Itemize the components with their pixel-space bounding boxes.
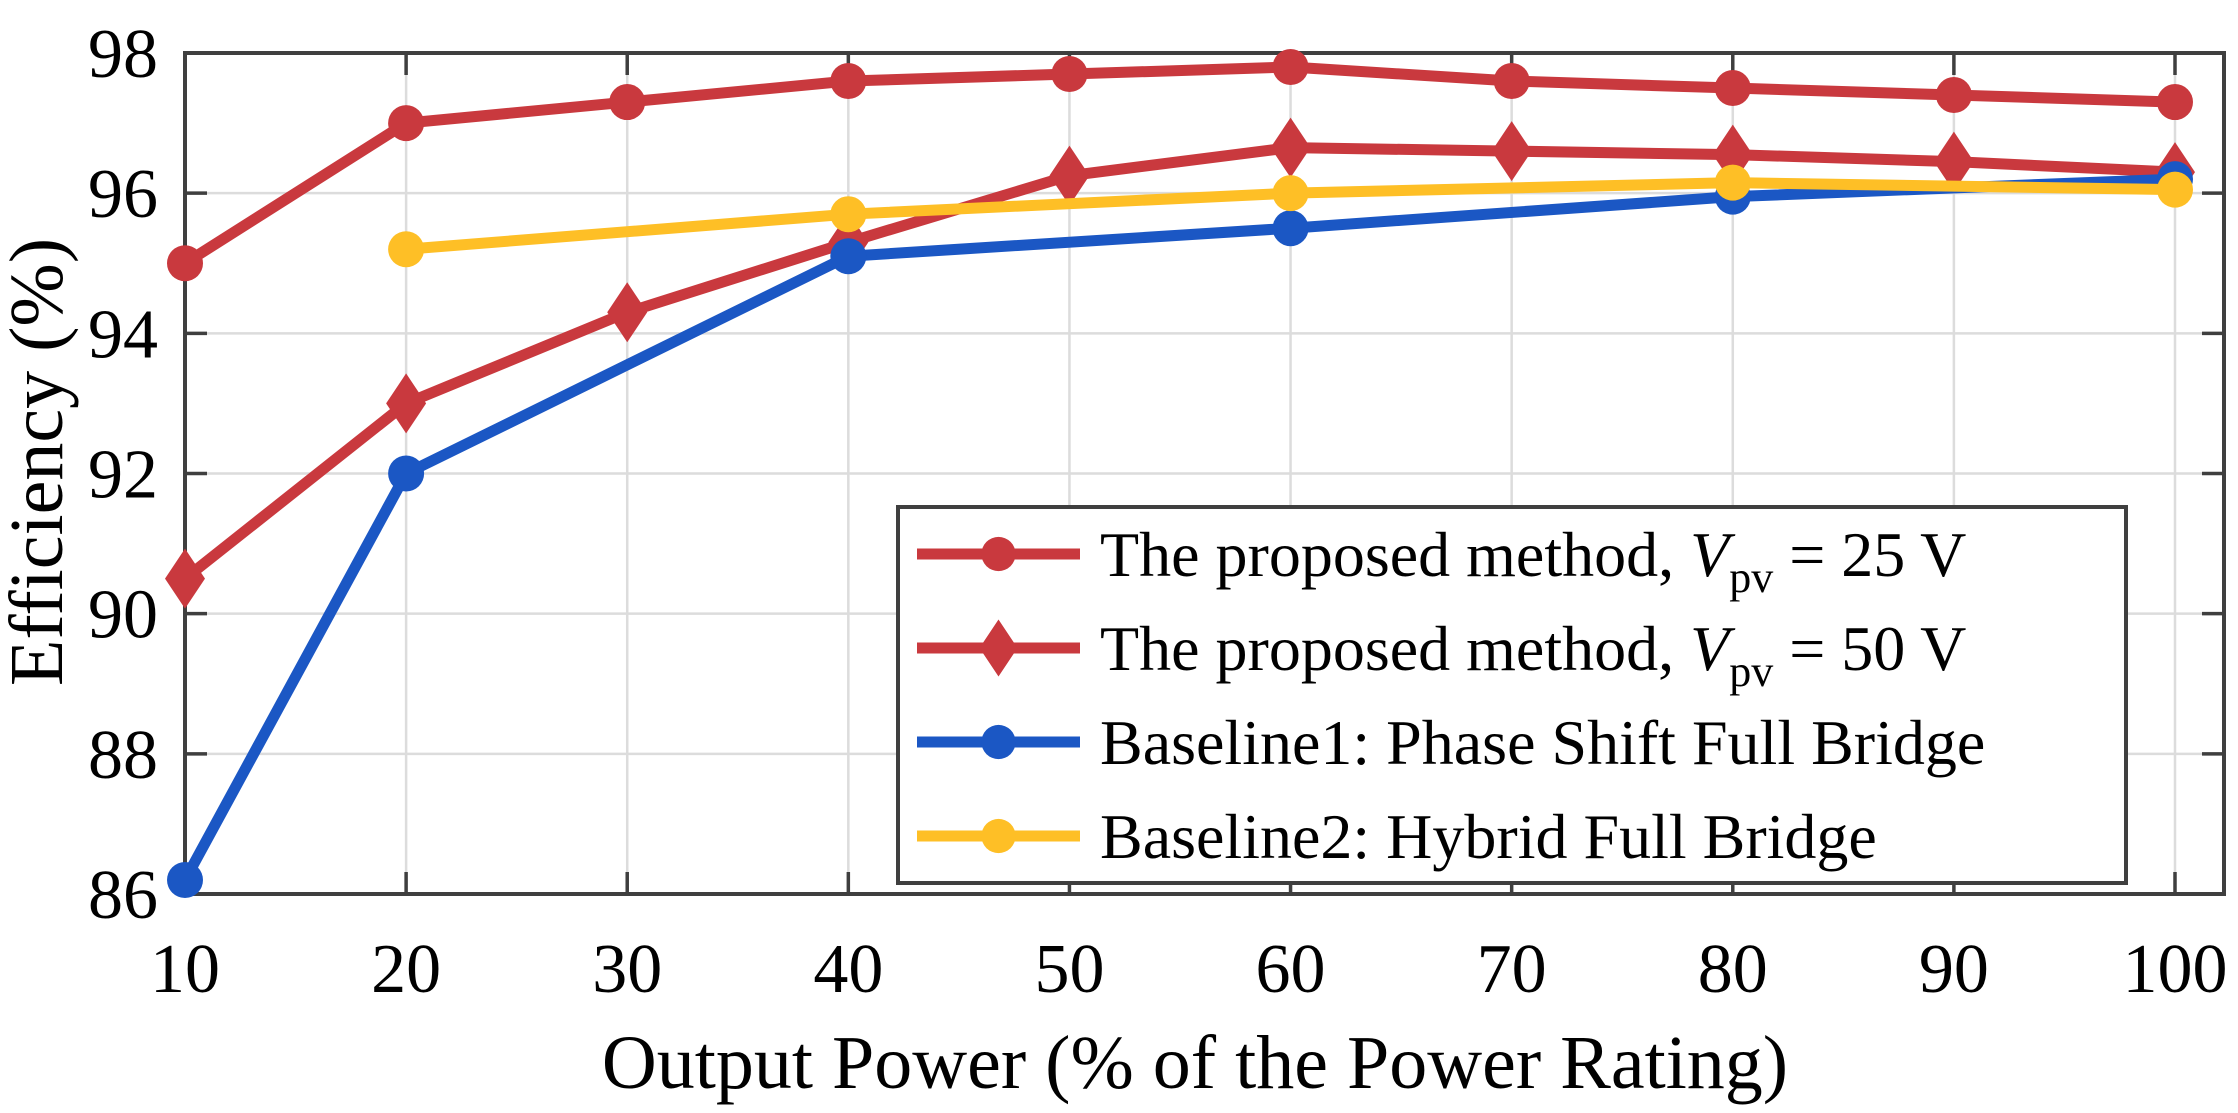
tick-label-layer: 10 20 30 40 50 60 70 80 90 100 86 88 90 92 94 96 98 — [88, 16, 2228, 1008]
circle-marker — [1935, 77, 1972, 114]
y-tick-label: 86 — [88, 857, 158, 934]
legend-label: Baseline1: Phase Shift Full Bridge — [1100, 707, 1985, 778]
series-layer — [165, 49, 2195, 898]
circle-marker — [981, 818, 1016, 854]
circle-marker — [981, 724, 1016, 760]
series-baseline2-hybrid-full-bridge — [388, 164, 2193, 268]
x-tick-label: 30 — [592, 931, 662, 1008]
x-tick-label: 100 — [2123, 931, 2228, 1008]
circle-marker — [1714, 164, 1751, 201]
series-line — [179, 61, 2181, 269]
diamond-marker — [607, 282, 648, 343]
circle-marker — [167, 245, 203, 282]
y-axis-label: Efficiency (%) — [0, 238, 79, 686]
circle-marker — [1272, 210, 1309, 247]
legend-label: The proposed method, Vpv = 25 V — [1100, 519, 1966, 602]
diamond-marker — [165, 548, 205, 609]
x-tick-label: 20 — [371, 931, 441, 1008]
diamond-marker — [979, 619, 1018, 677]
legend-row-baseline2-hybrid-full-bridge: Baseline2: Hybrid Full Bridge — [917, 801, 1877, 872]
legend-box — [896, 505, 2128, 885]
x-tick-label: 50 — [1034, 931, 1104, 1008]
diamond-marker — [386, 373, 427, 434]
series-line — [179, 142, 2181, 585]
diamond-marker — [1933, 131, 1974, 192]
x-axis-label: Output Power (% of the Power Rating) — [602, 1021, 1788, 1105]
circle-marker — [830, 196, 867, 233]
y-tick-label: 92 — [88, 437, 158, 514]
y-tick-label: 90 — [88, 577, 158, 654]
diamond-marker — [1491, 121, 1532, 182]
series-proposed-method-25v — [167, 49, 2193, 282]
legend-label: The proposed method, Vpv = 50 V — [1100, 613, 1966, 696]
x-tick-label: 40 — [813, 931, 883, 1008]
circle-marker — [1493, 63, 1530, 100]
x-tick-label: 70 — [1477, 931, 1547, 1008]
series-line — [179, 173, 2181, 886]
circle-marker — [1272, 49, 1309, 86]
legend-row-proposed-method-50v: The proposed method, Vpv = 50 V — [917, 613, 1966, 696]
circle-marker — [388, 231, 425, 268]
x-tick-label: 60 — [1256, 931, 1326, 1008]
circle-marker — [1272, 175, 1309, 212]
legend-label: Baseline2: Hybrid Full Bridge — [1100, 801, 1877, 872]
legend: The proposed method, Vpv = 25 V The propo… — [896, 505, 2128, 885]
legend-row-proposed-method-25v: The proposed method, Vpv = 25 V — [917, 519, 1966, 602]
circle-marker — [830, 63, 867, 100]
y-tick-label: 94 — [88, 296, 158, 373]
circle-marker — [1714, 70, 1751, 107]
circle-marker — [981, 536, 1016, 572]
x-tick-label: 90 — [1919, 931, 1989, 1008]
legend-row-baseline1-phase-shift-full-bridge: Baseline1: Phase Shift Full Bridge — [917, 707, 1985, 778]
diamond-marker — [1049, 145, 1090, 206]
circle-marker — [830, 238, 867, 275]
y-tick-label: 98 — [88, 16, 158, 93]
x-tick-label: 10 — [150, 931, 220, 1008]
circle-marker — [388, 455, 425, 492]
circle-marker — [167, 861, 203, 898]
y-tick-label: 96 — [88, 156, 158, 233]
x-tick-label: 80 — [1698, 931, 1768, 1008]
circle-marker — [388, 105, 425, 142]
y-tick-label: 88 — [88, 717, 158, 794]
circle-marker — [1051, 56, 1088, 93]
circle-marker — [609, 84, 646, 121]
circle-marker — [2157, 84, 2193, 121]
diamond-marker — [1270, 117, 1311, 178]
circle-marker — [2157, 171, 2193, 208]
